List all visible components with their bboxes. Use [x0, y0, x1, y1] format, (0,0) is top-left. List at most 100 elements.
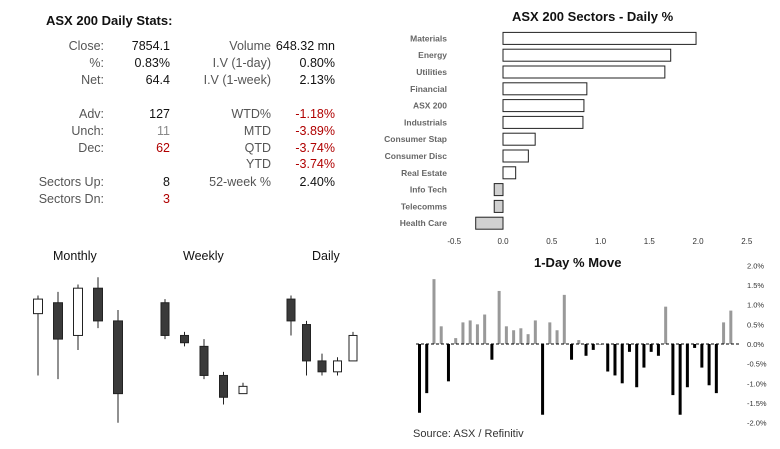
stats-label2-6: YTD: [246, 157, 271, 171]
weekly-candle-2: [199, 345, 209, 376]
stats-label-2: Net:: [81, 73, 104, 87]
move-bar-2: [432, 279, 436, 344]
move-bar-33: [656, 344, 660, 356]
sector-label-4: ASX 200: [413, 101, 447, 111]
stats-value-2: 64.4: [145, 73, 170, 87]
stats-label2-1: I.V (1-day): [212, 56, 271, 70]
move-bar-15: [526, 334, 530, 344]
move-bar-21: [570, 344, 574, 360]
move-bar-29: [627, 344, 631, 352]
move-ytick-1: 1.5%: [747, 281, 764, 290]
weekly-candle-0: [160, 302, 170, 336]
stats-value-0: 7854.1: [131, 39, 170, 53]
move-bar-19: [555, 330, 559, 344]
move-ytick-3: 0.5%: [747, 320, 764, 329]
sector-label-6: Consumer Stap: [384, 134, 447, 144]
sector-bar-8: [502, 166, 517, 180]
daily-candle-4: [348, 334, 358, 362]
monthly-chart-title: Monthly: [53, 249, 97, 263]
move-bar-40: [707, 344, 711, 386]
move-bar-18: [548, 322, 552, 344]
stats-value-3: 127: [149, 107, 170, 121]
move-bar-39: [700, 344, 704, 368]
move-bar-6: [461, 322, 465, 344]
weekly-candle-1: [180, 334, 189, 344]
move-bar-0: [418, 344, 421, 413]
move-ytick-2: 1.0%: [747, 301, 764, 310]
stats-value-4: 11: [157, 124, 170, 138]
move-bar-36: [678, 344, 682, 415]
stats-value2-3: -1.18%: [295, 107, 335, 121]
stats-label-8: Sectors Dn:: [38, 192, 104, 206]
stats-label2-7: 52-week %: [209, 175, 271, 189]
stats-value-5: 62: [156, 141, 170, 155]
stats-value2-4: -3.89%: [295, 124, 335, 138]
sector-label-0: Materials: [410, 33, 447, 43]
stats-value-1: 0.83%: [134, 56, 170, 70]
move-bar-1: [425, 344, 429, 394]
move-bar-5: [454, 338, 458, 344]
sector-bar-9: [493, 183, 504, 197]
sector-bar-7: [502, 149, 529, 163]
stats-label-0: Close:: [68, 39, 104, 53]
sector-label-5: Industrials: [404, 117, 447, 127]
move-bar-31: [642, 344, 646, 368]
stats-title: ASX 200 Daily Stats:: [46, 13, 173, 28]
sector-label-9: Info Tech: [410, 185, 447, 195]
move-ytick-8: -2.0%: [747, 419, 767, 428]
sector-xtick-1: 0.0: [497, 237, 509, 246]
sector-xtick-0: -0.5: [447, 237, 461, 246]
sector-label-2: Utilities: [416, 67, 447, 77]
move-bar-34: [664, 306, 668, 344]
sector-bar-1: [502, 48, 672, 62]
sector-bar-4: [502, 99, 585, 113]
monthly-candle-4: [113, 320, 123, 395]
monthly-candle-1: [53, 302, 63, 340]
move-bar-17: [541, 344, 545, 415]
sector-xtick-2: 0.5: [546, 237, 558, 246]
stats-value2-1: 0.80%: [299, 56, 335, 70]
move-bar-7: [468, 320, 472, 344]
move-bar-38: [693, 344, 697, 348]
stats-label2-5: QTD: [244, 141, 271, 155]
move-ytick-6: -1.0%: [747, 379, 767, 388]
stats-label-5: Dec:: [78, 141, 104, 155]
move-bar-25: [599, 344, 602, 345]
source-note: Source: ASX / Refinitiv: [413, 428, 524, 440]
stats-label2-0: Volume: [229, 39, 271, 53]
move-ytick-5: -0.5%: [747, 360, 767, 369]
move-bar-4: [446, 344, 450, 382]
move-chart-title: 1-Day % Move: [534, 255, 622, 270]
stats-value2-6: -3.74%: [295, 157, 335, 171]
move-bar-3: [439, 326, 443, 344]
stats-label2-3: WTD%: [231, 107, 271, 121]
move-bar-8: [475, 324, 479, 344]
sector-bar-11: [475, 216, 504, 230]
monthly-candle-2: [73, 287, 83, 336]
sector-bar-2: [502, 65, 666, 79]
stats-value-8: 3: [163, 192, 170, 206]
move-bar-27: [613, 344, 617, 376]
move-bar-22: [577, 340, 581, 344]
move-bar-43: [729, 310, 733, 344]
sector-bar-5: [502, 115, 584, 129]
move-bar-14: [519, 328, 523, 344]
move-bar-32: [649, 344, 653, 352]
daily-candle-3: [333, 360, 342, 373]
sector-label-11: Health Care: [400, 218, 448, 228]
move-bar-12: [504, 326, 508, 344]
move-bar-10: [490, 344, 494, 360]
move-bar-20: [562, 294, 566, 344]
stats-label2-2: I.V (1-week): [203, 73, 271, 87]
weekly-candle-4: [238, 385, 248, 395]
move-bar-30: [635, 344, 639, 388]
sector-xtick-4: 1.5: [644, 237, 656, 246]
monthly-candle-0: [33, 298, 43, 315]
move-bar-16: [533, 320, 537, 344]
sector-bar-10: [493, 199, 504, 213]
monthly-candle-3: [93, 287, 103, 322]
daily-candle-1: [302, 324, 311, 362]
stats-value2-7: 2.40%: [299, 175, 335, 189]
weekly-chart-title: Weekly: [183, 249, 224, 263]
